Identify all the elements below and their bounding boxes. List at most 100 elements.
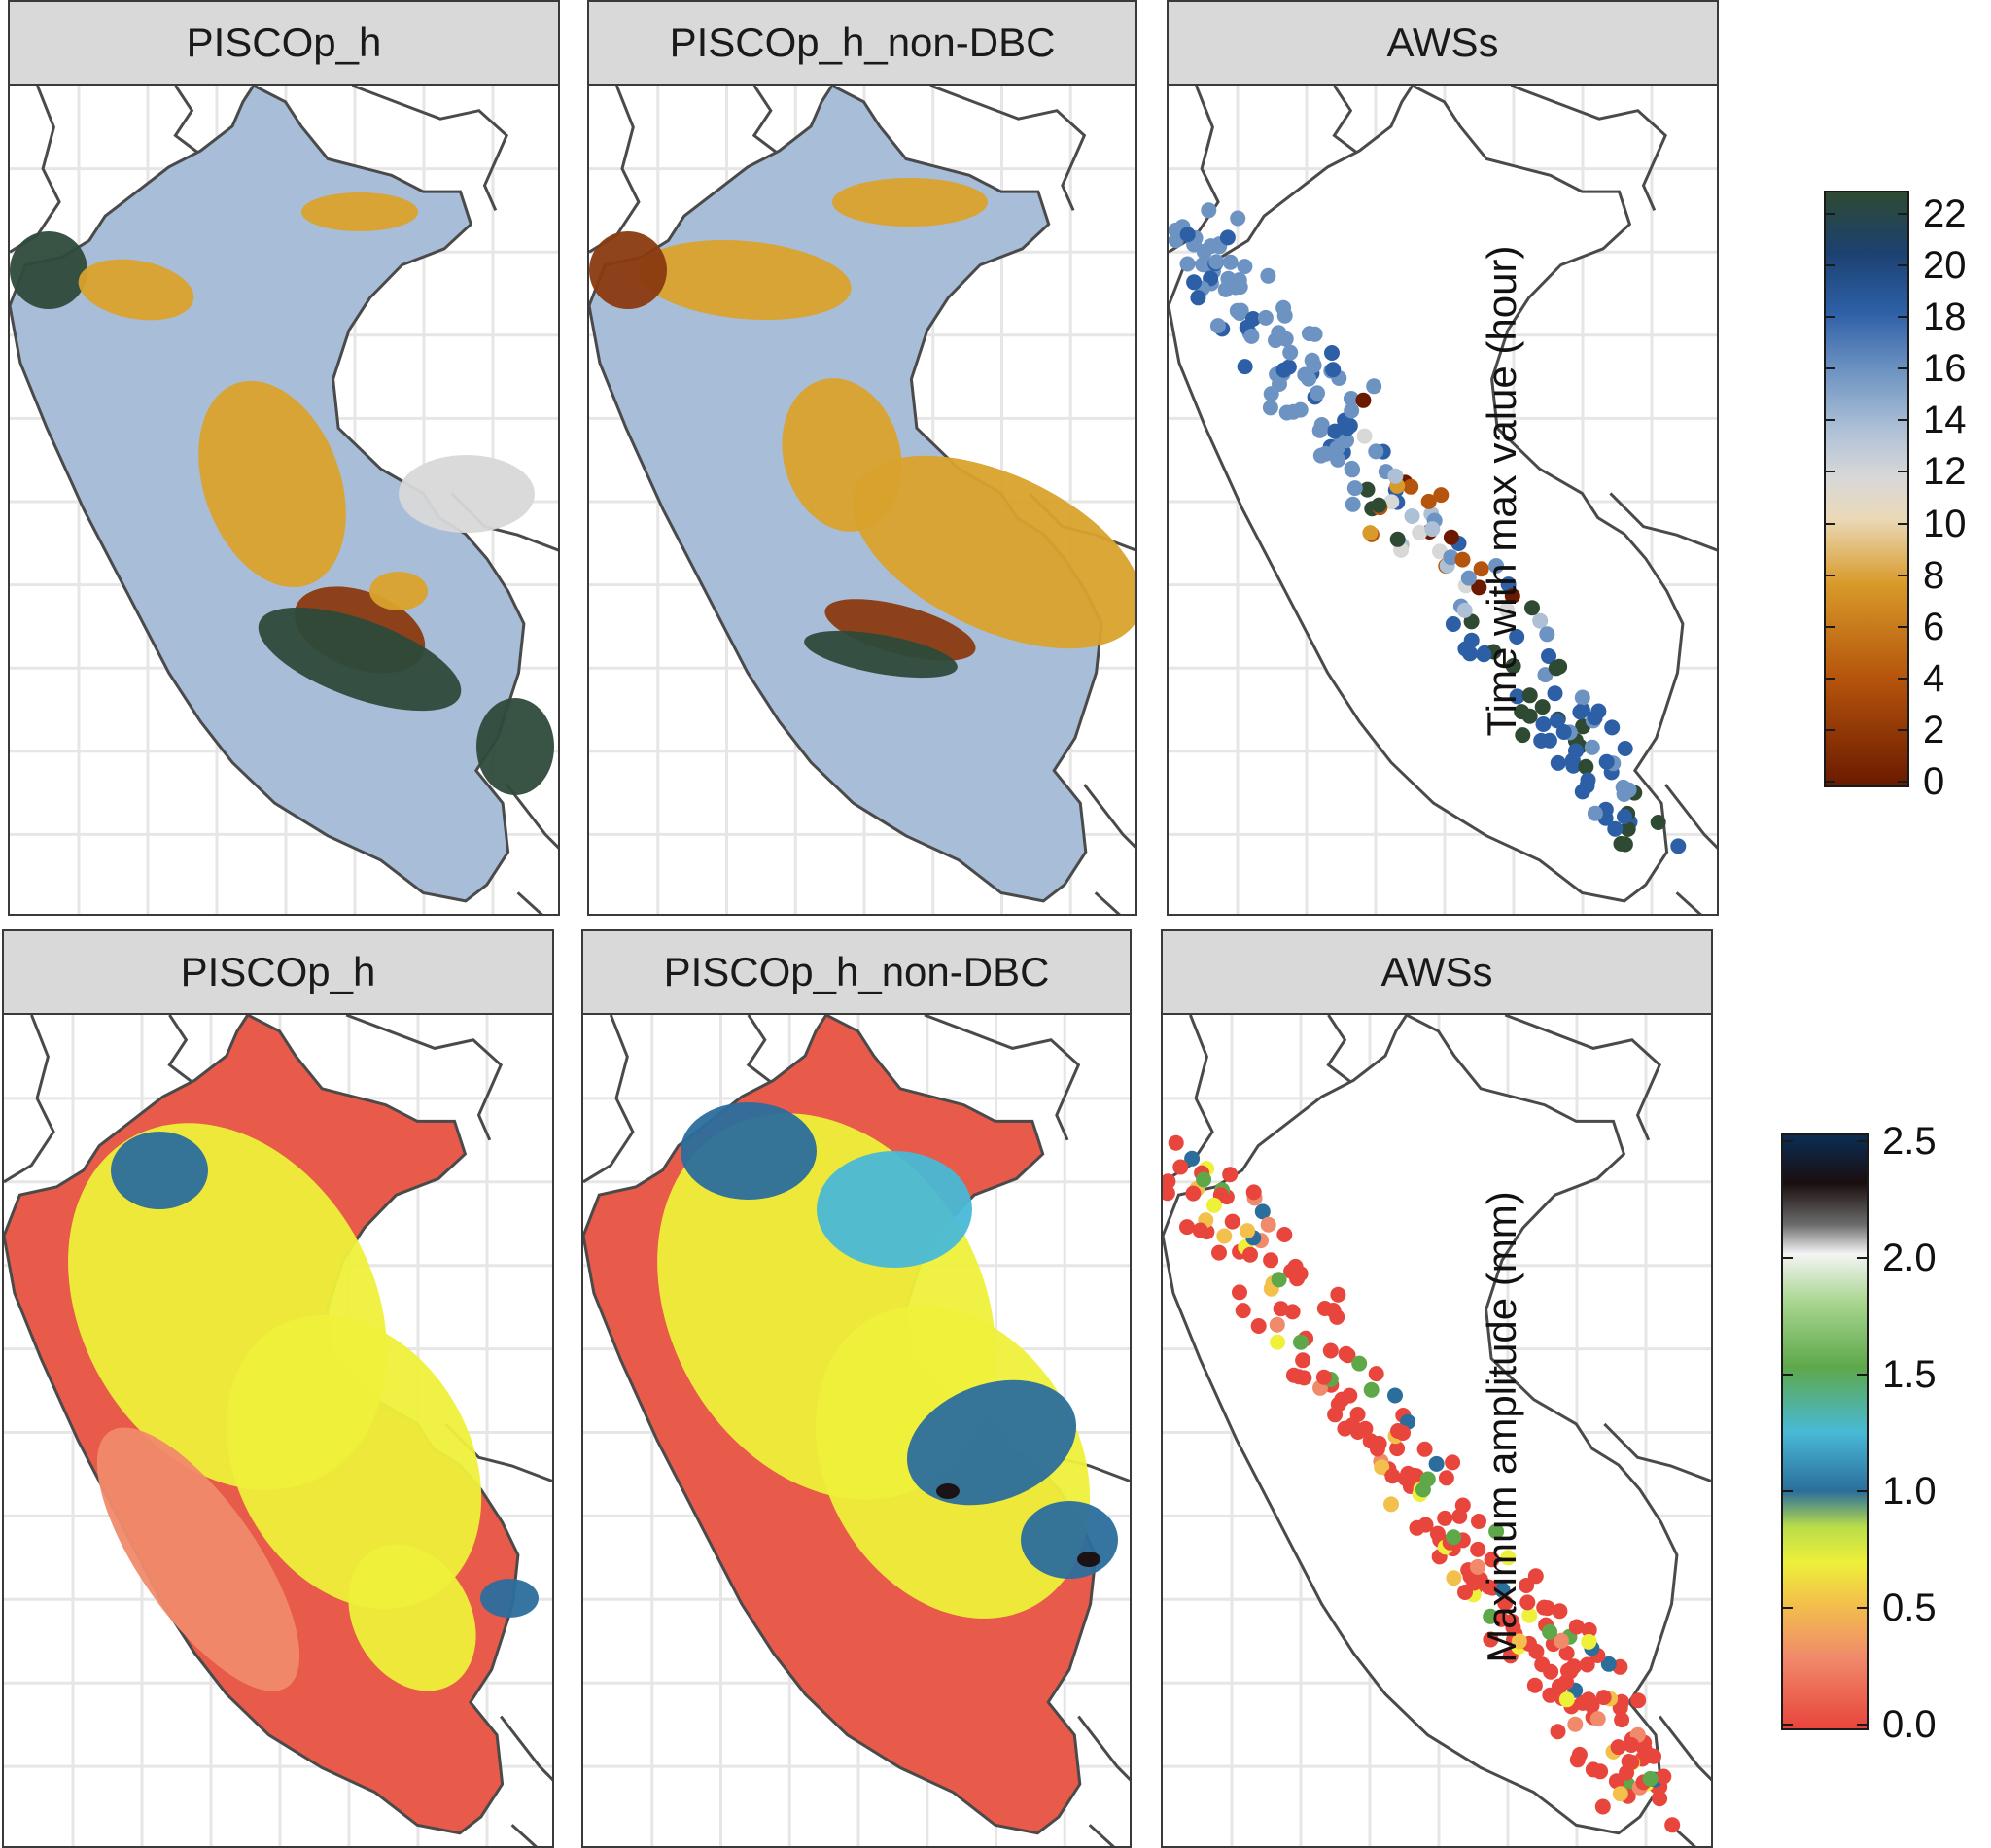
station-point bbox=[1243, 328, 1260, 344]
patch-green bbox=[804, 630, 958, 679]
station-point bbox=[1270, 1334, 1286, 1350]
station-point bbox=[1500, 1550, 1517, 1566]
station-point bbox=[1519, 1594, 1536, 1611]
station-point bbox=[1610, 1739, 1626, 1756]
patch-amber bbox=[853, 455, 1135, 649]
station-point bbox=[1550, 1724, 1566, 1740]
station-point bbox=[1454, 1497, 1471, 1514]
station-point bbox=[1428, 1455, 1445, 1472]
map-amp-awss bbox=[1163, 1015, 1711, 1846]
station-point bbox=[1389, 1441, 1406, 1457]
panel-title: PISCOp_h bbox=[10, 2, 558, 86]
station-point bbox=[1574, 689, 1590, 706]
station-point bbox=[1330, 451, 1346, 468]
patch-salmon bbox=[96, 1427, 300, 1691]
station-point bbox=[1374, 1459, 1390, 1476]
station-point bbox=[1275, 299, 1292, 316]
station-point bbox=[1553, 1632, 1569, 1649]
legend-tick-mark bbox=[1857, 1140, 1867, 1142]
station-point bbox=[1568, 1619, 1585, 1635]
legend-tick-mark bbox=[1898, 419, 1907, 422]
station-point bbox=[1383, 494, 1400, 510]
station-point bbox=[1311, 422, 1328, 438]
station-point bbox=[1493, 1611, 1510, 1627]
station-point bbox=[1327, 423, 1344, 439]
station-point bbox=[1466, 1575, 1483, 1591]
station-point bbox=[1179, 256, 1196, 272]
station-point bbox=[1594, 1798, 1611, 1815]
station-point bbox=[1403, 478, 1419, 495]
station-point bbox=[1387, 468, 1404, 484]
station-point bbox=[1254, 1203, 1271, 1220]
station-point bbox=[1344, 402, 1360, 419]
panel-time-piscop-h-non-dbc: PISCOp_h_non-DBC bbox=[587, 0, 1137, 916]
station-point bbox=[1584, 739, 1600, 755]
station-point bbox=[1343, 391, 1359, 406]
station-point bbox=[1273, 1301, 1289, 1317]
station-point bbox=[1271, 325, 1287, 341]
legend-tick-label: 0 bbox=[1923, 760, 1945, 803]
station-point bbox=[1209, 318, 1226, 334]
station-point bbox=[1324, 345, 1340, 361]
station-point bbox=[1285, 1367, 1302, 1383]
station-point bbox=[1519, 1578, 1535, 1593]
station-point bbox=[1443, 529, 1459, 545]
station-point bbox=[1471, 579, 1487, 596]
station-point bbox=[1339, 420, 1355, 436]
station-point bbox=[1670, 838, 1687, 854]
country-border bbox=[1659, 1715, 1711, 1782]
panel-amp-piscop-h-non-dbc: PISCOp_h_non-DBC bbox=[581, 929, 1132, 1848]
panel-title: PISCOp_h_non-DBC bbox=[589, 2, 1135, 86]
country-border bbox=[1664, 784, 1717, 850]
legend-tick-mark bbox=[1898, 728, 1907, 731]
panel-title: AWSs bbox=[1163, 931, 1711, 1015]
legend-tick-mark bbox=[1826, 781, 1835, 783]
country-border bbox=[1603, 1422, 1711, 1483]
legend-tick-label: 10 bbox=[1923, 502, 1967, 545]
station-point bbox=[1471, 1514, 1486, 1529]
station-point bbox=[1616, 786, 1632, 802]
patch-green bbox=[10, 231, 87, 309]
legend-tick-label: 1.0 bbox=[1882, 1470, 1937, 1513]
country-border bbox=[173, 86, 199, 154]
station-point bbox=[1572, 704, 1589, 720]
panel-amp-awss: AWSs bbox=[1161, 929, 1713, 1848]
station-point bbox=[1445, 1454, 1461, 1471]
station-point bbox=[1483, 1631, 1499, 1648]
legend-tick-label: 22 bbox=[1923, 192, 1967, 235]
legend-tick-mark bbox=[1857, 1257, 1867, 1259]
map-amp-piscop-h bbox=[4, 1015, 552, 1846]
legend-tick-label: 0.0 bbox=[1882, 1703, 1937, 1746]
station-point bbox=[1505, 658, 1521, 674]
legend-tick-mark bbox=[1783, 1724, 1793, 1726]
country-border bbox=[583, 1015, 635, 1184]
map-amp-piscop-h-non-dbc bbox=[583, 1015, 1130, 1846]
legend-bar-amplitude bbox=[1781, 1133, 1869, 1730]
country-border bbox=[1675, 891, 1702, 914]
station-point bbox=[1521, 687, 1538, 704]
country-border bbox=[516, 891, 543, 914]
station-point bbox=[1245, 311, 1261, 327]
station-point bbox=[1600, 1656, 1617, 1672]
station-point bbox=[1542, 1623, 1558, 1640]
legend-tick-mark bbox=[1826, 367, 1835, 370]
patch-brown bbox=[824, 599, 976, 661]
patch-green bbox=[476, 698, 554, 795]
station-point bbox=[1473, 561, 1489, 577]
legend-tick-label: 12 bbox=[1923, 450, 1967, 494]
station-point bbox=[1186, 274, 1203, 291]
legend-tick-label: 2.5 bbox=[1882, 1120, 1937, 1163]
station-point bbox=[1581, 1621, 1597, 1638]
legend-tick-label: 16 bbox=[1923, 347, 1967, 391]
station-point bbox=[1330, 1286, 1346, 1303]
patch-brown bbox=[589, 231, 667, 309]
country-border bbox=[924, 1015, 1081, 1141]
station-point bbox=[1179, 227, 1196, 243]
legend-tick-mark bbox=[1898, 213, 1907, 215]
station-point bbox=[1345, 462, 1361, 478]
legend-tick-mark bbox=[1826, 471, 1835, 473]
station-point bbox=[1260, 267, 1276, 284]
station-point bbox=[1562, 1663, 1579, 1680]
country-border bbox=[751, 86, 778, 154]
legend-tick-mark bbox=[1783, 1140, 1793, 1142]
